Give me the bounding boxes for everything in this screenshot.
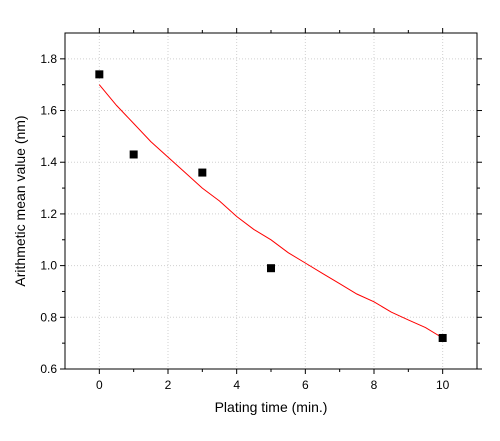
data-point (95, 70, 104, 79)
y-tick-label: 1.6 (40, 104, 57, 118)
x-tick-label: 8 (371, 378, 378, 392)
x-tick-label: 4 (233, 378, 240, 392)
y-axis-title: Arithmetic mean value (nm) (12, 115, 28, 286)
y-tick-label: 1.2 (40, 207, 57, 221)
grid (65, 33, 477, 370)
x-tick-label: 2 (165, 378, 172, 392)
y-tick-label: 1.0 (40, 259, 57, 273)
fit-curve (98, 84, 443, 339)
x-axis-title: Plating time (min.) (215, 399, 328, 415)
x-tick-label: 6 (302, 378, 309, 392)
data-point (438, 333, 447, 342)
x-tick-label: 10 (436, 378, 450, 392)
fit-curve-layer (98, 84, 443, 339)
plot-frame (64, 32, 478, 370)
y-tick-label: 1.4 (40, 155, 57, 169)
data-point (267, 264, 275, 273)
x-tick-label: 0 (96, 378, 103, 392)
y-tick-label: 0.6 (40, 362, 57, 376)
axes-layer: 0 2 4 6 8 10 0.6 0.8 1.0 1.2 1.4 1.6 1.8 (40, 28, 482, 392)
data-point (198, 168, 207, 177)
y-tick-label: 0.8 (40, 310, 57, 324)
data-point (129, 150, 138, 159)
y-tick-label: 1.8 (40, 52, 57, 66)
data-points-layer (95, 70, 447, 342)
